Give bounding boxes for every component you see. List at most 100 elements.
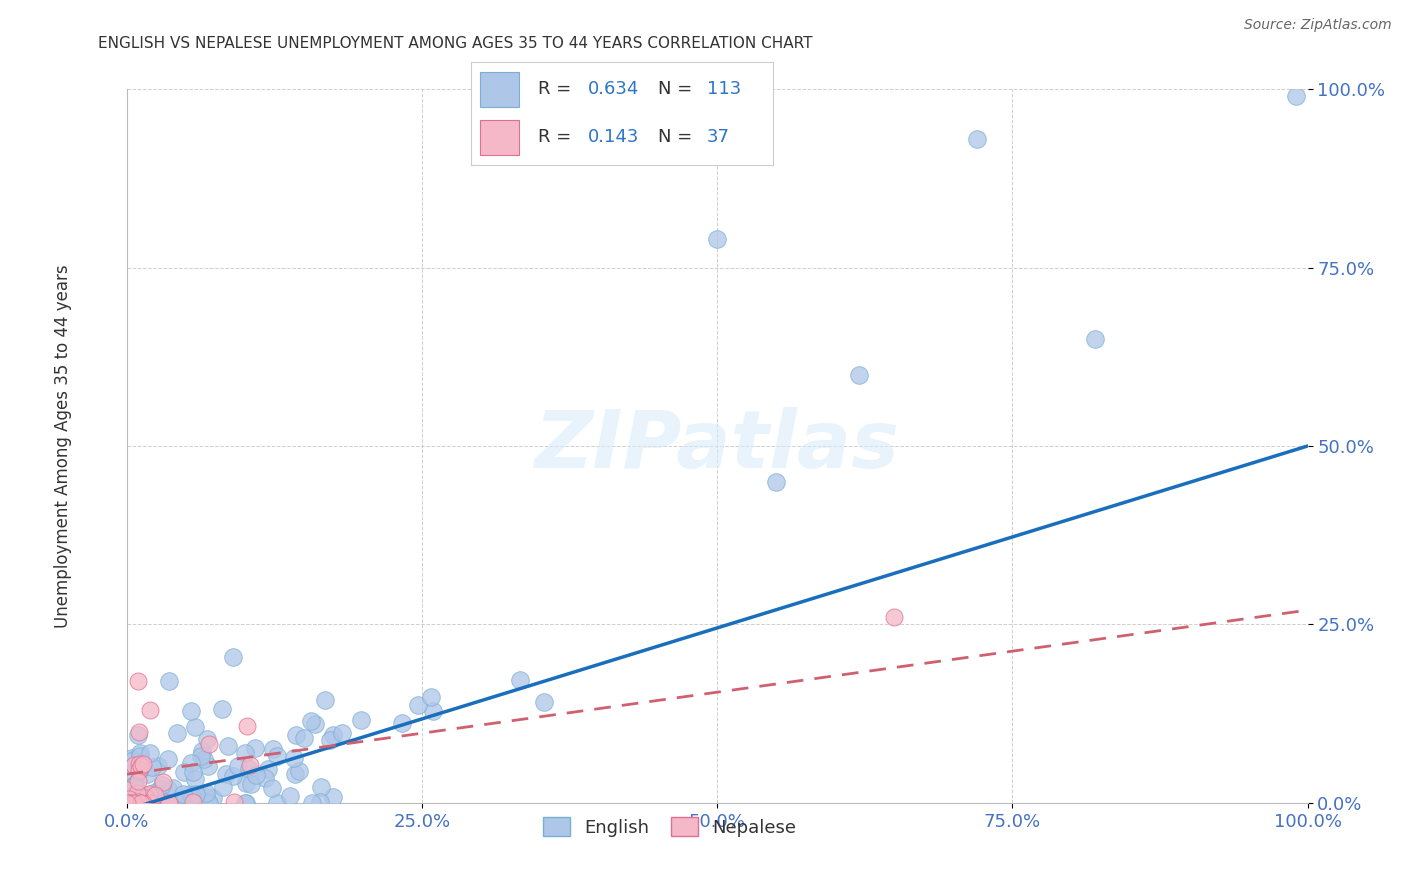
Point	[195, 786, 218, 800]
Point	[124, 757, 146, 772]
Point	[150, 778, 173, 792]
Point	[420, 690, 443, 705]
Text: ENGLISH VS NEPALESE UNEMPLOYMENT AMONG AGES 35 TO 44 YEARS CORRELATION CHART: ENGLISH VS NEPALESE UNEMPLOYMENT AMONG A…	[98, 36, 813, 51]
Point	[146, 759, 169, 773]
Point	[162, 780, 184, 795]
Point	[233, 796, 256, 810]
Point	[180, 704, 202, 718]
Point	[280, 789, 302, 803]
Point	[239, 758, 262, 772]
Point	[124, 796, 146, 810]
Point	[262, 741, 284, 756]
Point	[966, 132, 988, 146]
Point	[125, 786, 148, 800]
Point	[197, 796, 219, 810]
Point	[124, 796, 146, 810]
Point	[128, 725, 150, 739]
Point	[135, 790, 157, 805]
Point	[406, 698, 429, 712]
Point	[172, 796, 194, 810]
Point	[181, 764, 204, 779]
Point	[215, 766, 238, 780]
Point	[211, 702, 233, 716]
Text: N =: N =	[658, 79, 699, 97]
Point	[117, 796, 139, 810]
Point	[129, 759, 152, 773]
Point	[222, 650, 245, 665]
Point	[314, 693, 336, 707]
Point	[141, 760, 163, 774]
Point	[170, 796, 193, 810]
Point	[139, 746, 162, 760]
Point	[127, 774, 149, 789]
Point	[139, 703, 162, 717]
Point	[121, 796, 143, 810]
Point	[166, 726, 188, 740]
Point	[350, 714, 373, 728]
Point	[197, 759, 219, 773]
Point	[260, 780, 283, 795]
Point	[299, 714, 322, 729]
Point	[132, 795, 155, 809]
Point	[226, 758, 249, 772]
Point	[243, 740, 266, 755]
Point	[121, 790, 143, 805]
Point	[180, 756, 202, 771]
Point	[706, 232, 728, 246]
Point	[173, 765, 195, 780]
Point	[122, 796, 145, 810]
Bar	[479, 71, 519, 106]
Point	[118, 796, 141, 810]
Text: 0.143: 0.143	[588, 128, 638, 145]
Point	[138, 796, 160, 810]
Point	[122, 796, 145, 810]
Point	[122, 796, 145, 810]
Point	[284, 767, 307, 781]
Point	[292, 731, 315, 745]
Point	[128, 763, 150, 777]
Point	[533, 695, 555, 709]
Point	[217, 739, 239, 753]
Point	[163, 796, 186, 810]
Text: 0.634: 0.634	[588, 79, 638, 97]
Point	[157, 782, 180, 797]
Point	[146, 796, 169, 810]
Point	[180, 789, 202, 804]
Point	[391, 715, 413, 730]
Point	[142, 786, 165, 800]
Point	[127, 728, 149, 742]
Point	[184, 772, 207, 786]
Point	[509, 673, 531, 688]
Point	[222, 769, 245, 783]
Point	[117, 791, 139, 805]
Point	[184, 788, 207, 802]
Point	[139, 796, 162, 810]
Point	[120, 796, 142, 810]
Point	[330, 726, 353, 740]
Point	[156, 752, 179, 766]
Point	[129, 746, 152, 760]
Point	[129, 796, 152, 810]
Point	[422, 704, 444, 718]
Point	[253, 771, 276, 785]
Point	[132, 796, 155, 810]
Point	[128, 764, 150, 778]
Point	[197, 796, 219, 810]
Point	[266, 796, 288, 810]
Point	[127, 674, 149, 689]
Point	[150, 796, 173, 810]
Point	[136, 766, 159, 780]
Point	[190, 748, 212, 763]
Point	[183, 795, 205, 809]
Point	[195, 732, 218, 747]
Point	[309, 780, 332, 794]
Point	[127, 787, 149, 801]
Point	[124, 777, 146, 791]
Point	[136, 788, 159, 802]
Point	[121, 766, 143, 780]
Point	[122, 753, 145, 767]
Text: N =: N =	[658, 128, 699, 145]
Text: R =: R =	[537, 128, 576, 145]
Text: 113: 113	[707, 79, 741, 97]
Point	[157, 796, 180, 810]
